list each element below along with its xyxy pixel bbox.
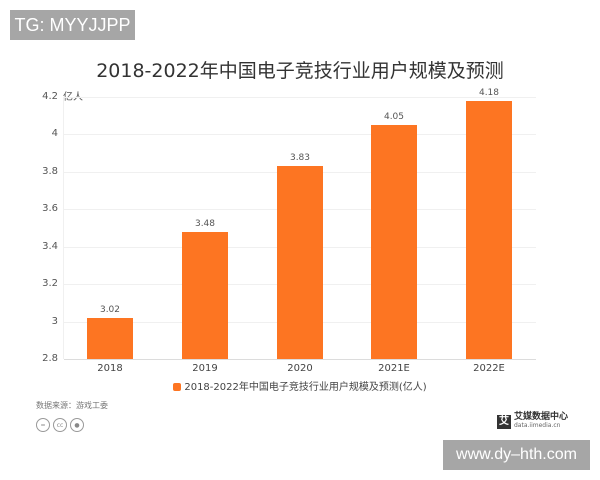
bar-2019[interactable]	[182, 232, 228, 359]
x-tick-label: 2022E	[473, 363, 505, 374]
brand-url: data.iimedia.cn	[514, 422, 561, 429]
y-tick-label: 2.8	[42, 353, 58, 364]
gridline	[64, 134, 536, 135]
bar-2020[interactable]	[277, 166, 323, 359]
y-tick-label: 3.6	[42, 203, 58, 214]
y-axis-unit: 亿人	[63, 88, 83, 103]
x-tick-label: 2018	[97, 363, 123, 374]
bar-2021E[interactable]	[371, 125, 417, 359]
data-source: 数据来源：游戏工委	[36, 401, 108, 410]
y-tick-label: 3.4	[42, 241, 58, 252]
x-tick-label: 2021E	[378, 363, 410, 374]
bar-2018[interactable]	[87, 318, 133, 359]
gridline	[64, 97, 536, 98]
top-watermark: TG: MYYJJPP	[10, 10, 135, 40]
bar-value-label: 4.18	[478, 88, 500, 98]
bar-value-label: 4.05	[383, 112, 405, 122]
cc-icon: cc	[53, 418, 67, 432]
person-icon: ●	[70, 418, 84, 432]
y-tick-label: 4	[51, 128, 58, 139]
y-tick-label: 3.8	[42, 166, 58, 177]
y-tick-label: 3.2	[42, 278, 58, 289]
bar-value-label: 3.02	[99, 305, 121, 315]
legend-swatch	[173, 383, 182, 391]
license-icons: = cc ●	[36, 418, 84, 432]
iimedia-logo-icon: 艾	[497, 414, 511, 429]
legend-label: 2018-2022年中国电子竞技行业用户规模及预测(亿人)	[184, 382, 427, 393]
bar-value-label: 3.48	[194, 219, 216, 229]
y-tick-label: 4.2	[42, 91, 58, 102]
chart-title: 2018-2022年中国电子竞技行业用户规模及预测	[96, 60, 504, 82]
brand-logo: 艾 艾媒数据中心 data.iimedia.cn	[497, 413, 568, 430]
y-axis	[63, 97, 64, 359]
x-axis	[64, 359, 536, 360]
x-tick-label: 2019	[192, 363, 218, 374]
y-tick-label: 3	[51, 316, 58, 327]
x-tick-label: 2020	[287, 363, 313, 374]
bottom-watermark: www.dy–hth.com	[443, 440, 590, 470]
brand-name: 艾媒数据中心	[514, 412, 569, 422]
bar-value-label: 3.83	[289, 153, 311, 163]
equals-icon: =	[36, 418, 50, 432]
legend[interactable]: 2018-2022年中国电子竞技行业用户规模及预测(亿人)	[0, 378, 600, 393]
bar-2022E[interactable]	[466, 101, 512, 359]
